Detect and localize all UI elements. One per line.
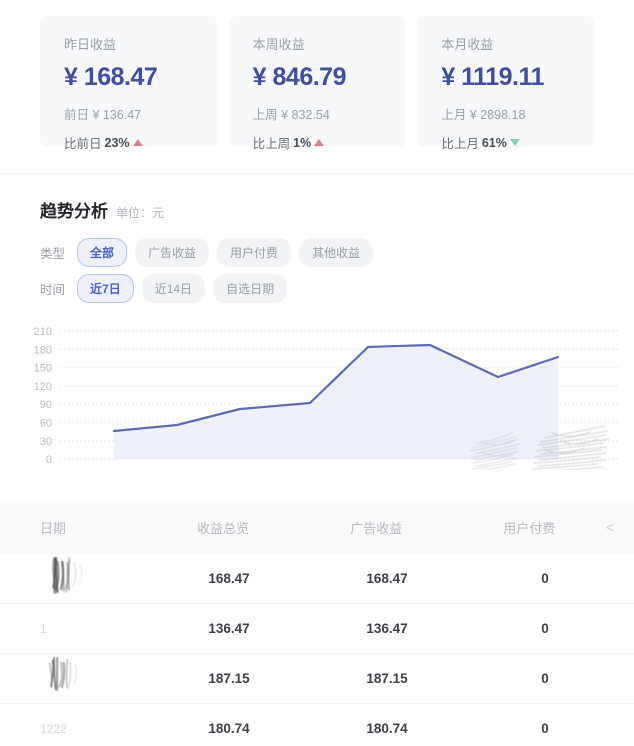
svg-text:60: 60 [40, 418, 52, 430]
svg-text:180: 180 [34, 344, 52, 356]
svg-text:30: 30 [40, 436, 52, 448]
svg-text:0: 0 [46, 454, 52, 466]
svg-text:120: 120 [34, 381, 52, 393]
svg-text:90: 90 [40, 399, 52, 411]
svg-text:210: 210 [34, 326, 52, 338]
svg-text:150: 150 [34, 363, 52, 375]
